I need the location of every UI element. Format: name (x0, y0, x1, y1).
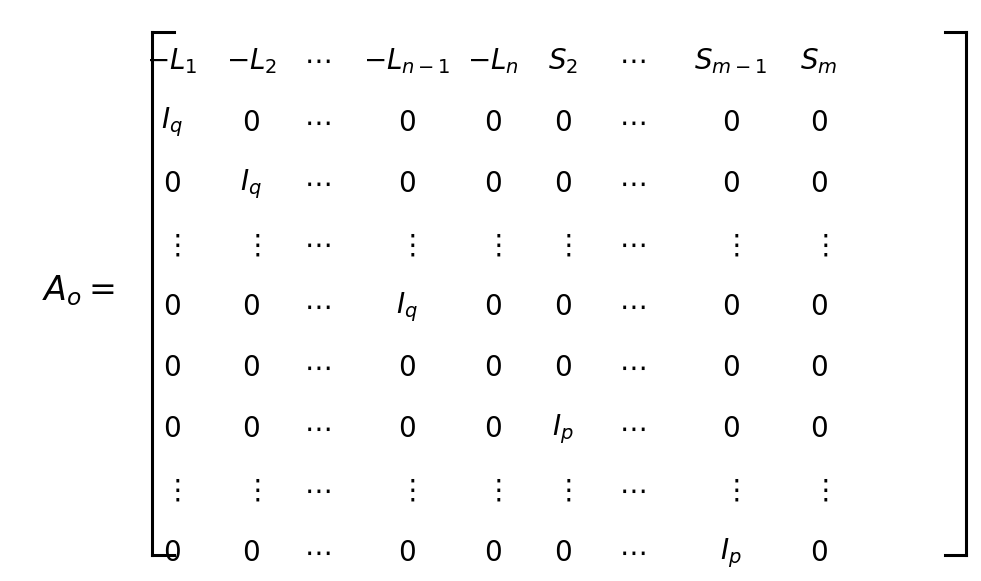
Text: $\vdots$: $\vdots$ (242, 477, 260, 505)
Text: $\cdots$: $\cdots$ (619, 354, 646, 382)
Text: $\cdots$: $\cdots$ (303, 293, 331, 321)
Text: $0$: $0$ (722, 415, 740, 443)
Text: $\cdots$: $\cdots$ (303, 477, 331, 505)
Text: $\vdots$: $\vdots$ (722, 477, 740, 505)
Text: $0$: $0$ (163, 170, 181, 198)
Text: $\cdots$: $\cdots$ (303, 354, 331, 382)
Text: $\vdots$: $\vdots$ (398, 477, 416, 505)
Text: $\cdots$: $\cdots$ (303, 231, 331, 259)
Text: $0$: $0$ (484, 293, 501, 321)
Text: $0$: $0$ (554, 354, 572, 382)
Text: $0$: $0$ (810, 109, 828, 137)
Text: $\vdots$: $\vdots$ (554, 477, 572, 505)
Text: $S_2$: $S_2$ (548, 46, 578, 76)
Text: $\cdots$: $\cdots$ (619, 293, 646, 321)
Text: $0$: $0$ (242, 293, 260, 321)
Text: $A_o=$: $A_o=$ (42, 273, 115, 308)
Text: $0$: $0$ (810, 354, 828, 382)
Text: $0$: $0$ (810, 293, 828, 321)
Text: $0$: $0$ (398, 170, 416, 198)
Text: $\vdots$: $\vdots$ (242, 231, 260, 259)
Text: $\cdots$: $\cdots$ (303, 539, 331, 567)
Text: $-L_n$: $-L_n$ (467, 46, 518, 76)
Text: $0$: $0$ (163, 354, 181, 382)
Text: $-L_2$: $-L_2$ (226, 46, 277, 76)
Text: $\cdots$: $\cdots$ (619, 477, 646, 505)
Text: $S_{m-1}$: $S_{m-1}$ (695, 46, 767, 76)
Text: $\vdots$: $\vdots$ (484, 231, 501, 259)
Text: $0$: $0$ (484, 109, 501, 137)
Text: $0$: $0$ (242, 109, 260, 137)
Text: $\vdots$: $\vdots$ (554, 231, 572, 259)
Text: $0$: $0$ (398, 109, 416, 137)
Text: $\cdots$: $\cdots$ (303, 415, 331, 443)
Text: $0$: $0$ (810, 539, 828, 567)
Text: $0$: $0$ (163, 539, 181, 567)
Text: $-L_1$: $-L_1$ (146, 46, 197, 76)
Text: $0$: $0$ (484, 539, 501, 567)
Text: $0$: $0$ (722, 170, 740, 198)
Text: $0$: $0$ (810, 170, 828, 198)
Text: $I_q$: $I_q$ (396, 290, 418, 324)
Text: $\vdots$: $\vdots$ (810, 231, 828, 259)
Text: $0$: $0$ (484, 170, 501, 198)
Text: $I_p$: $I_p$ (720, 536, 742, 570)
Text: $0$: $0$ (722, 354, 740, 382)
Text: $0$: $0$ (722, 109, 740, 137)
Text: $0$: $0$ (242, 354, 260, 382)
Text: $0$: $0$ (554, 109, 572, 137)
Text: $0$: $0$ (163, 293, 181, 321)
Text: $0$: $0$ (554, 170, 572, 198)
Text: $I_q$: $I_q$ (240, 167, 262, 201)
Text: $0$: $0$ (398, 354, 416, 382)
Text: $\cdots$: $\cdots$ (619, 47, 646, 75)
Text: $0$: $0$ (554, 293, 572, 321)
Text: $0$: $0$ (722, 293, 740, 321)
Text: $\vdots$: $\vdots$ (722, 231, 740, 259)
Text: $0$: $0$ (242, 539, 260, 567)
Text: $\vdots$: $\vdots$ (810, 477, 828, 505)
Text: $\cdots$: $\cdots$ (303, 109, 331, 137)
Text: $0$: $0$ (554, 539, 572, 567)
Text: $\vdots$: $\vdots$ (484, 477, 501, 505)
Text: $0$: $0$ (484, 415, 501, 443)
Text: $\cdots$: $\cdots$ (619, 231, 646, 259)
Text: $\vdots$: $\vdots$ (398, 231, 416, 259)
Text: $0$: $0$ (163, 415, 181, 443)
Text: $\vdots$: $\vdots$ (163, 477, 181, 505)
Text: $0$: $0$ (398, 539, 416, 567)
Text: $\cdots$: $\cdots$ (619, 415, 646, 443)
Text: $I_p$: $I_p$ (552, 413, 574, 446)
Text: $\cdots$: $\cdots$ (619, 109, 646, 137)
Text: $S_m$: $S_m$ (800, 46, 838, 76)
Text: $0$: $0$ (484, 354, 501, 382)
Text: $\vdots$: $\vdots$ (163, 231, 181, 259)
Text: $0$: $0$ (398, 415, 416, 443)
Text: $\cdots$: $\cdots$ (303, 170, 331, 198)
Text: $0$: $0$ (810, 415, 828, 443)
Text: $\cdots$: $\cdots$ (619, 539, 646, 567)
Text: $\cdots$: $\cdots$ (619, 170, 646, 198)
Text: $0$: $0$ (242, 415, 260, 443)
Text: $-L_{n-1}$: $-L_{n-1}$ (363, 46, 451, 76)
Text: $\cdots$: $\cdots$ (303, 47, 331, 75)
Text: $I_q$: $I_q$ (161, 106, 182, 139)
